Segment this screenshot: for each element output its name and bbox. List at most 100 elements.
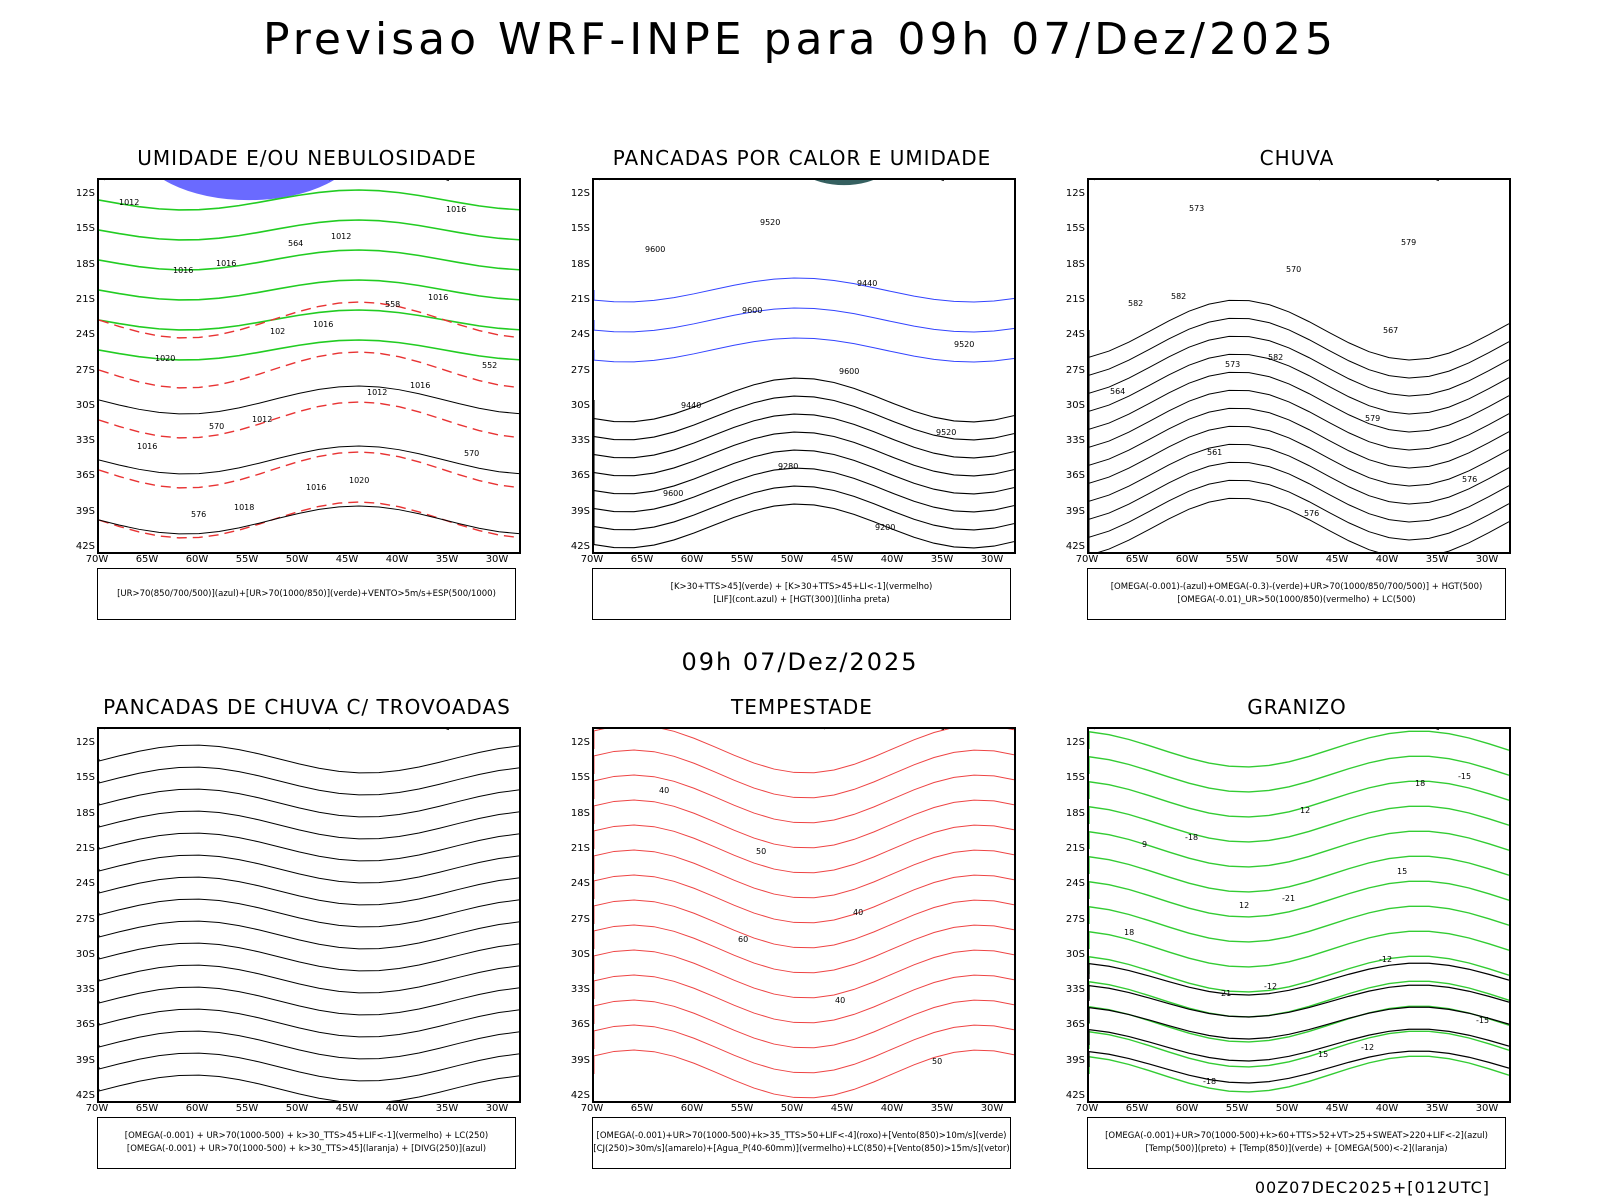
lon-tick-label: 35W [930, 554, 954, 565]
contour-label: 9600 [839, 367, 859, 376]
contour-label: 552 [482, 361, 497, 370]
streamline-red [594, 924, 1014, 974]
hgt500-contour [1089, 497, 1509, 552]
legend-line: [K>30+TTS>45](verde) + [K>30+TTS>45+LI<-… [670, 582, 933, 592]
lon-tick-label: 55W [730, 1103, 754, 1114]
contour-label: 1016 [173, 266, 193, 275]
streamline-red [594, 999, 1014, 1049]
main-title: Previsao WRF-INPE para 09h 07/Dez/2025 [263, 14, 1337, 65]
contour-label: 1018 [234, 503, 254, 512]
hgt500-contour [1089, 353, 1509, 415]
hgt500-contour [1089, 443, 1509, 505]
contour-label: 576 [191, 510, 206, 519]
forecast-map: 60 40 50 40 50 40 [592, 727, 1016, 1103]
lat-tick-label: 24S [75, 878, 95, 890]
lon-tick-label: 45W [335, 554, 359, 565]
lon-tick-label: 70W [85, 1103, 109, 1114]
panel-legend: [OMEGA(-0.001)+UR>70(1000-500)+k>60+TTS>… [1087, 1117, 1506, 1169]
legend-line: [OMEGA(-0.01)_UR>50(1000/850)(vermelho) … [1177, 595, 1416, 605]
contour-label: 1016 [446, 205, 466, 214]
contour-label: 576 [1304, 509, 1319, 518]
lon-tick-label: 55W [235, 554, 259, 565]
lat-tick-label: 27S [1065, 913, 1085, 925]
contour-label: 564 [288, 239, 303, 248]
legend-line: [OMEGA(-0.001)+UR>70(1000-500)+k>35_TTS>… [596, 1131, 1007, 1141]
lat-tick-label: 39S [75, 505, 95, 517]
lat-tick-label: 42S [75, 541, 95, 552]
lon-tick-label: 50W [780, 1103, 804, 1114]
lat-tick-label: 36S [570, 470, 590, 482]
contour-label: 576 [1462, 475, 1477, 484]
contour-label: 9600 [663, 489, 683, 498]
map-canvas: -12 -12 -15 -18 -21 -12 -15 -18 12 15 18 21 15 18 9 12 [1089, 729, 1509, 1093]
forecast-map: 1012 1016 1016 1016 1016 1018 1012 1016 1020 1012… [97, 178, 521, 554]
lat-tick-label: 33S [1065, 984, 1085, 996]
contour-label: 579 [1401, 238, 1416, 247]
temp850-contour-green [1089, 805, 1509, 843]
streamline [99, 920, 519, 950]
thickness-contour-red [99, 451, 519, 489]
contour-label: -12 [1361, 1043, 1374, 1052]
lon-tick-label: 60W [1175, 554, 1199, 565]
lon-tick-label: 50W [285, 1103, 309, 1114]
streamline-red [594, 729, 1014, 774]
contour-label: 50 [932, 1057, 942, 1066]
lat-tick-label: 15S [570, 772, 590, 784]
lat-tick-label: 39S [570, 1054, 590, 1066]
forecast-map: 9600 9600 9600 9520 9600 9520 9440 9520 9440 9280… [592, 178, 1016, 554]
thickness-contour-red [99, 301, 519, 339]
lat-tick-label: 39S [1065, 1054, 1085, 1066]
hgt300-contour [594, 449, 1014, 495]
lat-tick-label: 21S [75, 293, 95, 305]
lat-tick-label: 39S [1065, 505, 1085, 517]
contour-label: 40 [835, 996, 845, 1005]
streamline [99, 1030, 519, 1060]
contour-label: 1016 [428, 293, 448, 302]
lat-tick-label: 15S [570, 223, 590, 235]
lat-tick-label: 36S [1065, 470, 1085, 482]
streamline [99, 1052, 519, 1082]
temp850-contour-green [1089, 955, 1509, 993]
contour-label: 9440 [681, 401, 701, 410]
lat-tick-label: 21S [570, 842, 590, 854]
contour-label: 9600 [645, 245, 665, 254]
lon-tick-label: 30W [980, 1103, 1004, 1114]
panel-title: TEMPESTADE [731, 695, 873, 719]
temp500-contour [1089, 984, 1509, 1018]
lon-tick-label: 65W [135, 1103, 159, 1114]
legend-line: [OMEGA(-0.001) + UR>70(1000-500) + k>30_… [126, 1144, 487, 1154]
contour-label: 9200 [875, 523, 895, 532]
lat-tick-label: 27S [1065, 364, 1085, 376]
contour-label: 582 [1268, 353, 1283, 362]
lon-tick-label: 45W [830, 1103, 854, 1114]
lat-tick-label: 30S [75, 948, 95, 960]
contour-label: 12 [1300, 806, 1310, 815]
lon-tick-label: 60W [185, 554, 209, 565]
hgt300-contour [594, 485, 1014, 531]
lon-tick-label: 50W [1275, 554, 1299, 565]
humidity-contour-green [99, 189, 519, 211]
lon-tick-label: 40W [1375, 1103, 1399, 1114]
lat-tick-label: 12S [570, 737, 590, 748]
streamline [99, 832, 519, 862]
lat-tick-label: 30S [1065, 948, 1085, 960]
lon-tick-label: 45W [1325, 1103, 1349, 1114]
lon-tick-label: 35W [1425, 1103, 1449, 1114]
lat-tick-label: 18S [570, 258, 590, 270]
contour-label: 12 [1239, 901, 1249, 910]
hgt300-contour [594, 377, 1014, 423]
temp850-contour-green [1089, 830, 1509, 868]
lat-tick-label: 15S [1065, 223, 1085, 235]
contour-label: 570 [1286, 265, 1301, 274]
panel-title: GRANIZO [1247, 695, 1347, 719]
hgt500-contour [1089, 407, 1509, 469]
lon-tick-label: 30W [980, 554, 1004, 565]
streamline [99, 1008, 519, 1038]
streamline-red [594, 899, 1014, 949]
streamline [99, 766, 519, 796]
contour-label: 573 [1225, 360, 1240, 369]
convection-area-green [814, 180, 874, 186]
lon-tick-label: 70W [580, 1103, 604, 1114]
lon-tick-label: 30W [1475, 554, 1499, 565]
map-canvas: 60 40 50 40 50 40 [594, 729, 1014, 1099]
